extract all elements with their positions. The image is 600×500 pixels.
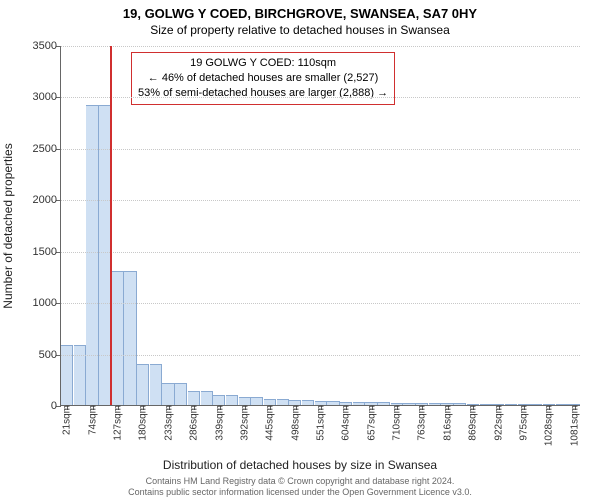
annotation-line-1: 19 GOLWG Y COED: 110sqm (138, 56, 388, 71)
gridline (61, 149, 580, 150)
chart-subtitle: Size of property relative to detached ho… (0, 21, 600, 37)
x-tick-label: 286sqm (189, 405, 200, 441)
x-tick-label: 21sqm (62, 405, 73, 435)
x-tick-label: 869sqm (468, 405, 479, 441)
bar (429, 403, 441, 405)
y-tick-label: 2500 (33, 143, 61, 155)
y-tick-label: 1500 (33, 246, 61, 258)
x-tick-label: 1081sqm (569, 405, 580, 446)
footer-line-1: Contains HM Land Registry data © Crown c… (0, 476, 600, 487)
x-tick-label: 498sqm (290, 405, 301, 441)
bar (277, 399, 289, 405)
gridline (61, 200, 580, 201)
bar (188, 391, 200, 405)
bar (353, 402, 365, 405)
gridline (61, 355, 580, 356)
bar (403, 403, 415, 405)
bar (175, 383, 187, 405)
x-tick-label: 74sqm (87, 405, 98, 435)
x-tick-label: 922sqm (493, 405, 504, 441)
chart-container: 19, GOLWG Y COED, BIRCHGROVE, SWANSEA, S… (0, 0, 600, 500)
x-tick-label: 339sqm (214, 405, 225, 441)
bar (378, 402, 390, 405)
x-tick-label: 657sqm (366, 405, 377, 441)
chart-title: 19, GOLWG Y COED, BIRCHGROVE, SWANSEA, S… (0, 0, 600, 21)
bar (480, 404, 492, 405)
gridline (61, 252, 580, 253)
y-tick-label: 2000 (33, 194, 61, 206)
bar (302, 400, 314, 405)
annotation-line-2: ← 46% of detached houses are smaller (2,… (138, 71, 388, 86)
y-tick-label: 3000 (33, 91, 61, 103)
bar (124, 271, 136, 405)
x-tick-label: 180sqm (138, 405, 149, 441)
marker-line (110, 46, 112, 405)
x-tick-label: 604sqm (341, 405, 352, 441)
footer-line-2: Contains public sector information licen… (0, 487, 600, 498)
x-tick-label: 233sqm (163, 405, 174, 441)
bar (201, 391, 213, 405)
x-tick-label: 1028sqm (544, 405, 555, 446)
bar (162, 383, 174, 405)
x-tick-label: 763sqm (417, 405, 428, 441)
x-tick-label: 445sqm (265, 405, 276, 441)
bar (150, 364, 162, 405)
footer: Contains HM Land Registry data © Crown c… (0, 476, 600, 499)
y-tick-label: 500 (39, 349, 61, 361)
bar (239, 397, 251, 405)
x-tick-label: 710sqm (392, 405, 403, 441)
gridline (61, 303, 580, 304)
x-tick-label: 127sqm (113, 405, 124, 441)
gridline (61, 46, 580, 47)
bar (454, 403, 466, 405)
bar (251, 397, 263, 405)
bar (505, 404, 517, 405)
x-tick-label: 551sqm (316, 405, 327, 441)
x-axis-label: Distribution of detached houses by size … (0, 458, 600, 472)
x-tick-label: 975sqm (518, 405, 529, 441)
x-tick-label: 816sqm (442, 405, 453, 441)
y-tick-label: 3500 (33, 40, 61, 52)
plot-area: 19 GOLWG Y COED: 110sqm ← 46% of detache… (60, 46, 580, 406)
y-axis-label: Number of detached properties (1, 143, 15, 308)
y-tick-label: 0 (51, 400, 61, 412)
bar (327, 401, 339, 405)
bar (137, 364, 149, 405)
y-tick-label: 1000 (33, 297, 61, 309)
bar (213, 395, 225, 405)
bar (556, 404, 568, 405)
bar (530, 404, 542, 405)
bar (112, 271, 124, 405)
x-tick-label: 392sqm (239, 405, 250, 441)
gridline (61, 97, 580, 98)
bar (226, 395, 238, 405)
